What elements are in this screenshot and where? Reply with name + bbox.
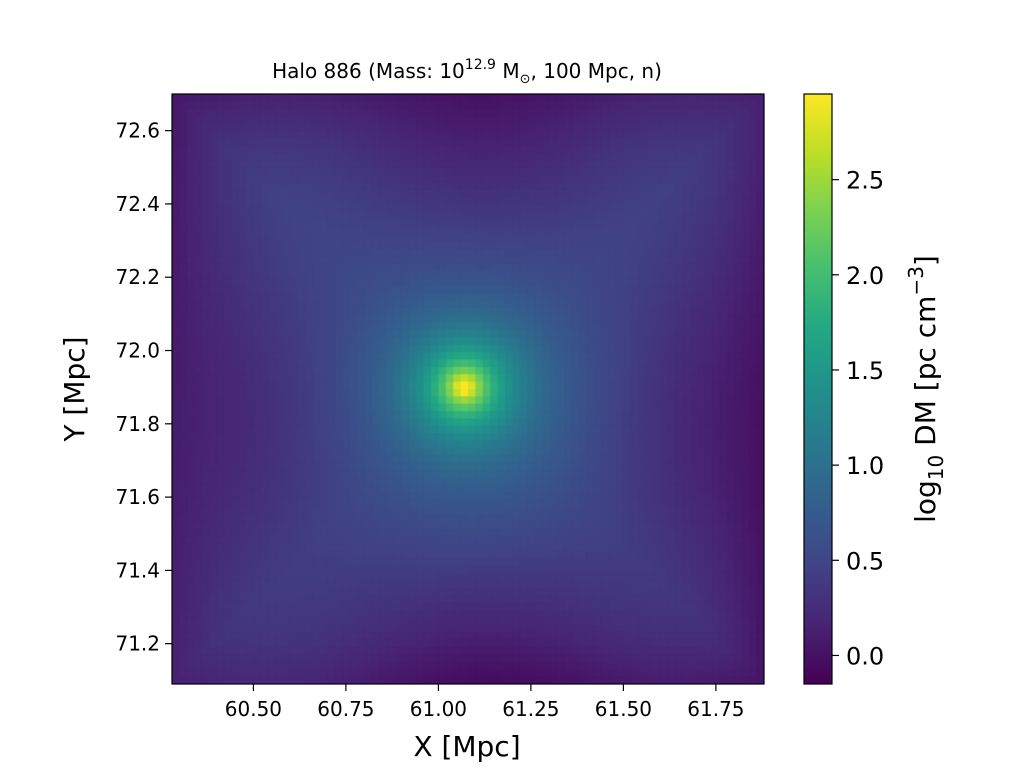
- colorbar-label-log: log: [909, 480, 942, 523]
- title-exponent: 12.9: [465, 57, 496, 73]
- x-tick-label: 61.00: [410, 697, 467, 721]
- x-axis: 60.50 60.75 61.00 61.25 61.50 61.75: [225, 684, 745, 721]
- heatmap-image: [172, 94, 764, 684]
- colorbar-label: log10 DM [pc cm−3]: [904, 255, 948, 523]
- y-tick-label: 72.2: [115, 265, 160, 289]
- colorbar-label-exp: −3: [904, 266, 928, 295]
- y-tick-label: 72.6: [115, 119, 160, 143]
- heatmap-plot: [171, 93, 765, 685]
- x-axis-label: X [Mpc]: [413, 730, 520, 763]
- title-unit-sub: ⊙: [520, 72, 531, 87]
- x-tick-label: 61.50: [595, 697, 652, 721]
- colorbar-tick-label: 1.0: [846, 452, 884, 480]
- colorbar-label-log-sub: 10: [924, 455, 948, 480]
- x-tick-label: 60.75: [317, 697, 374, 721]
- y-axis-label: Y [Mpc]: [58, 336, 91, 442]
- title-unit-base: M: [502, 59, 519, 83]
- plot-frame: [171, 93, 765, 685]
- colorbar: 0.0 0.5 1.0 1.5 2.0 2.5: [803, 93, 884, 685]
- colorbar-fill: [804, 94, 832, 684]
- y-tick-label: 71.8: [115, 412, 160, 436]
- x-tick-label: 60.50: [225, 697, 282, 721]
- colorbar-tick-label: 2.0: [846, 262, 884, 290]
- y-tick-label: 71.6: [115, 485, 160, 509]
- colorbar-tick-label: 1.5: [846, 357, 884, 385]
- colorbar-tick-label: 0.5: [846, 547, 884, 575]
- colorbar-label-close: ]: [909, 255, 942, 266]
- y-tick-label: 71.2: [115, 632, 160, 656]
- y-tick-label: 72.4: [115, 192, 160, 216]
- chart-title: Halo 886 (Mass: 1012.9 M⊙, 100 Mpc, n): [272, 57, 662, 87]
- y-axis: 71.2 71.4 71.6 71.8 72.0 72.2 72.4 72.6: [115, 119, 172, 656]
- colorbar-ticks: 0.0 0.5 1.0 1.5 2.0 2.5: [832, 167, 884, 670]
- y-tick-label: 71.4: [115, 558, 160, 582]
- y-tick-label: 72.0: [115, 339, 160, 363]
- colorbar-frame: [803, 93, 833, 685]
- x-tick-label: 61.25: [502, 697, 559, 721]
- title-prefix: Halo 886 (Mass: 10: [272, 59, 465, 83]
- x-tick-label: 61.75: [687, 697, 744, 721]
- title-suffix: , 100 Mpc, n): [531, 59, 662, 83]
- colorbar-tick-label: 0.0: [846, 642, 884, 670]
- colorbar-label-main: DM [pc cm: [909, 296, 942, 455]
- colorbar-tick-label: 2.5: [846, 167, 884, 195]
